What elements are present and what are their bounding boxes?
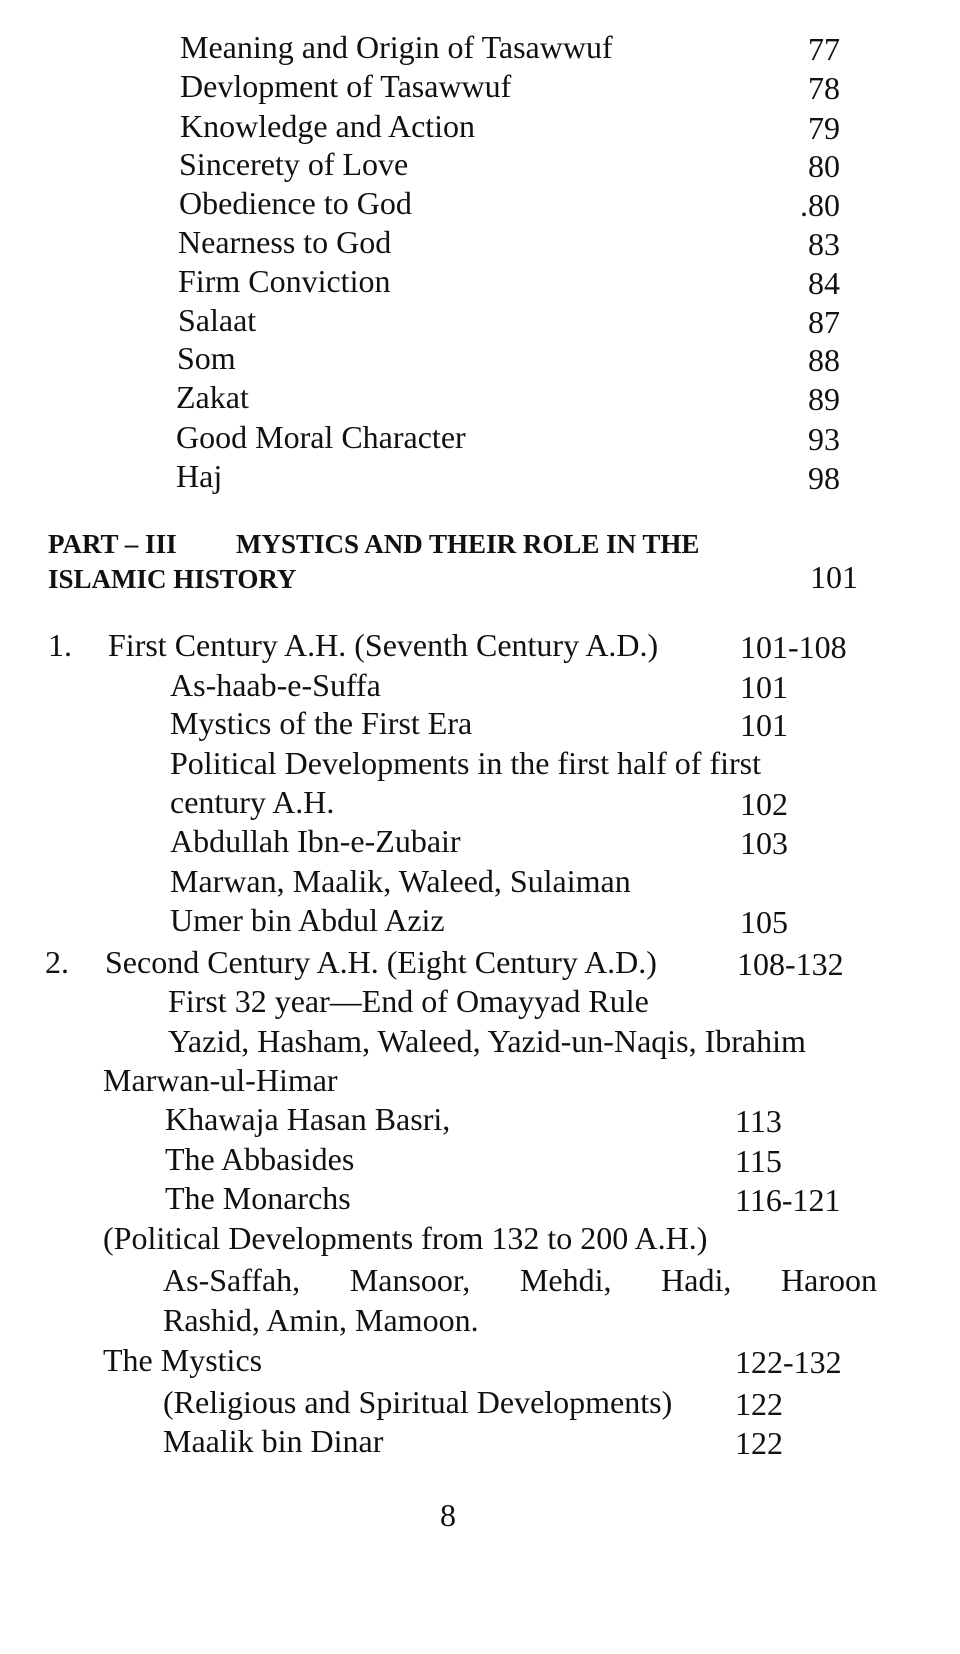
toc-entry-page: 87 <box>808 304 840 340</box>
part-title-line2: ISLAMIC HISTORY <box>48 564 297 594</box>
toc-entry-page: 84 <box>808 265 840 301</box>
toc-entry-title: Second Century A.H. (Eight Century A.D.) <box>105 944 657 980</box>
toc-entry-page: 103 <box>740 825 788 861</box>
toc-entry-title: As-haab-e-Suffa <box>170 667 381 703</box>
toc-entry-title: Rashid, Amin, Mamoon. <box>163 1302 479 1338</box>
toc-entry-title: century A.H. <box>170 784 335 820</box>
toc-entry-page: 102 <box>740 786 788 822</box>
toc-entry-page: 78 <box>808 70 840 106</box>
toc-entry-page: 93 <box>808 421 840 457</box>
toc-entry-page: 79 <box>808 110 840 146</box>
part-page: 101 <box>810 559 858 595</box>
toc-entry-page: 101 <box>740 669 788 705</box>
toc-entry-title: (Political Developments from 132 to 200 … <box>103 1220 708 1256</box>
toc-entry-page: 101 <box>740 707 788 743</box>
toc-entry-page: 101-108 <box>740 629 847 665</box>
toc-entry-title: Maalik bin Dinar <box>163 1423 384 1459</box>
toc-entry-page: 89 <box>808 381 840 417</box>
toc-entry-title: (Religious and Spiritual Developments) <box>163 1384 673 1420</box>
toc-entry-title: First Century A.H. (Seventh Century A.D.… <box>108 627 659 663</box>
toc-entry-title: Som <box>177 340 236 376</box>
toc-entry-page: .80 <box>800 187 840 223</box>
toc-entry-title: Haj <box>176 458 223 494</box>
toc-entry-page: 83 <box>808 226 840 262</box>
toc-entry-title: Khawaja Hasan Basri, <box>165 1101 451 1137</box>
toc-entry-title: The Monarchs <box>165 1180 351 1216</box>
toc-entry-page: 88 <box>808 342 840 378</box>
toc-entry-page: 113 <box>735 1103 782 1139</box>
part-label: PART – III <box>48 529 177 559</box>
toc-entry-page: 116-121 <box>735 1182 841 1218</box>
toc-entry-page: 80 <box>808 148 840 184</box>
toc-entry-page: 77 <box>808 31 840 67</box>
toc-entry-page: 108-132 <box>737 946 844 982</box>
toc-entry-title: Abdullah Ibn-e-Zubair <box>170 823 461 859</box>
toc-entry-title: First 32 year—End of Omayyad Rule <box>168 983 649 1019</box>
toc-entry-title: Sincerety of Love <box>179 146 409 182</box>
toc-entry-title: Yazid, Hasham, Waleed, Yazid-un-Naqis, I… <box>168 1023 806 1059</box>
toc-entry-title: Zakat <box>176 379 249 415</box>
toc-entry-title: Mystics of the First Era <box>170 705 473 741</box>
toc-entry-title: Marwan, Maalik, Waleed, Sulaiman <box>170 863 631 899</box>
toc-entry-title: Obedience to God <box>179 185 412 221</box>
toc-entry-title: The Abbasides <box>165 1141 355 1177</box>
toc-entry-title: Umer bin Abdul Aziz <box>170 902 445 938</box>
toc-entry-title: Good Moral Character <box>176 419 466 455</box>
toc-entry-page: 98 <box>808 460 840 496</box>
toc-entry-title: Political Developments in the first half… <box>170 745 761 781</box>
toc-entry-title: The Mystics <box>103 1342 263 1378</box>
toc-entry-number: 1. <box>48 627 72 663</box>
toc-entry-title: Marwan-ul-Himar <box>103 1062 338 1098</box>
page-number: 8 <box>440 1497 456 1533</box>
toc-entry-page: 122-132 <box>735 1344 842 1380</box>
toc-entry-title: As-Saffah, Mansoor, Mehdi, Hadi, Haroon <box>163 1262 877 1298</box>
part-title-line1: MYSTICS AND THEIR ROLE IN THE <box>236 529 700 559</box>
toc-entry-title: Firm Conviction <box>178 263 391 299</box>
toc-entry-title: Salaat <box>178 302 257 338</box>
toc-entry-page: 105 <box>740 904 788 940</box>
toc-entry-title: Devlopment of Tasawwuf <box>180 68 512 104</box>
toc-entry-page: 122 <box>735 1425 783 1461</box>
toc-entry-title: Meaning and Origin of Tasawwuf <box>180 29 613 65</box>
toc-entry-page: 115 <box>735 1143 782 1179</box>
toc-entry-title: Nearness to God <box>178 224 392 260</box>
toc-entry-number: 2. <box>45 944 69 980</box>
toc-entry-page: 122 <box>735 1386 783 1422</box>
toc-entry-title: Knowledge and Action <box>180 108 476 144</box>
